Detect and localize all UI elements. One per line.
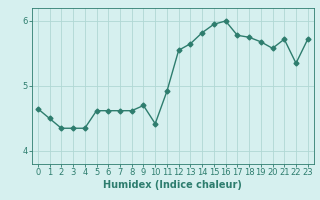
X-axis label: Humidex (Indice chaleur): Humidex (Indice chaleur) — [103, 180, 242, 190]
